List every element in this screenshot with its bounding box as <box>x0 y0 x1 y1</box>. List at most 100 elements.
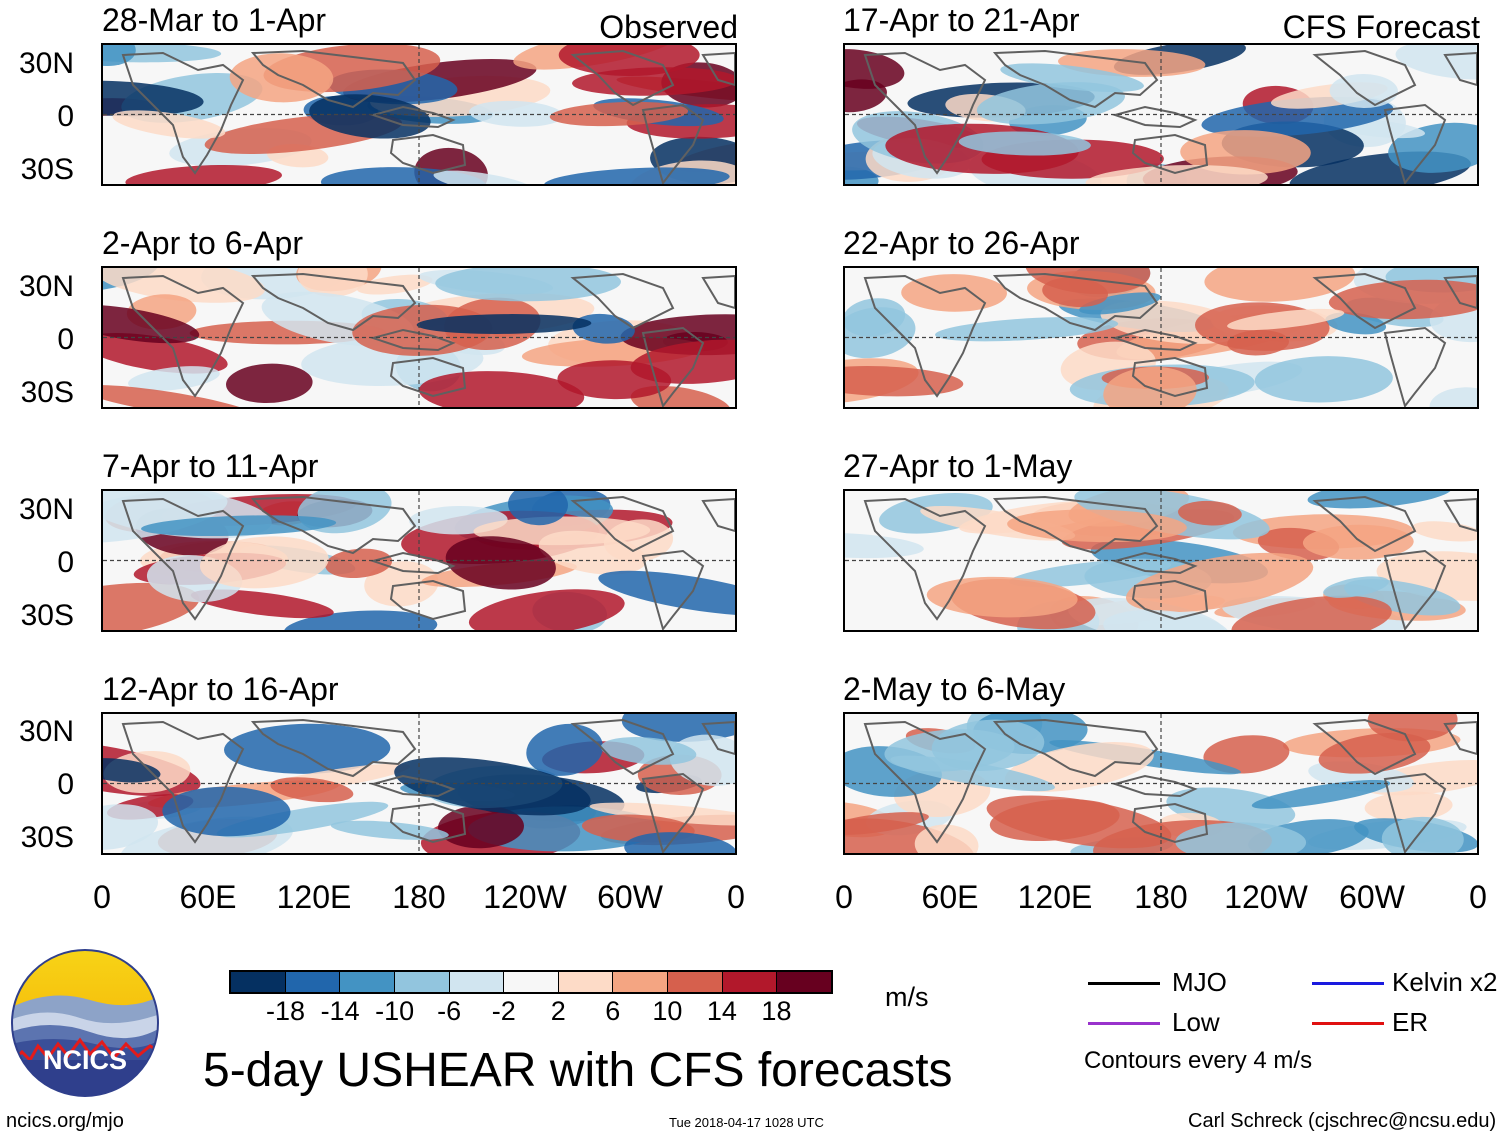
lat-label-30s-row2: 30S <box>20 376 74 409</box>
legend-er-line <box>1312 1022 1384 1025</box>
map-anomaly-field <box>845 714 1477 853</box>
coastline <box>863 49 1477 184</box>
lon-label-60w: 60W <box>597 879 663 915</box>
lat-label-30s-row3: 30S <box>20 599 74 632</box>
coastline <box>121 49 735 184</box>
map-anomaly-field <box>103 714 735 853</box>
panel-title-4: 12-Apr to 16-Apr <box>102 671 339 707</box>
map-anomaly-field <box>845 45 1477 184</box>
lat-label-eq-row4: 0 <box>57 768 74 801</box>
figure-title: 5-day USHEAR with CFS forecasts <box>203 1044 953 1097</box>
colorbar-swatch <box>448 972 504 992</box>
panel-title-3: 7-Apr to 11-Apr <box>102 448 319 484</box>
lon-label-fc-60e: 60E <box>921 879 979 915</box>
colorbar-swatch <box>231 972 285 992</box>
legend-mjo-label: MJO <box>1172 967 1227 997</box>
colorbar-tick-label: 10 <box>652 996 683 1026</box>
colorbar-unit: m/s <box>885 982 929 1012</box>
colorbar <box>229 970 833 994</box>
lat-label-30n-row1: 30N <box>18 47 74 80</box>
map-panel-forecast-2 <box>843 266 1479 409</box>
panel-title-2: 2-Apr to 6-Apr <box>102 225 303 261</box>
map-anomaly-field <box>103 491 735 630</box>
lon-label-120w: 120W <box>483 879 567 915</box>
lat-label-30n-row3: 30N <box>18 493 74 526</box>
lon-label-180: 180 <box>392 879 446 915</box>
colorbar-swatch <box>393 972 449 992</box>
map-panel-observed-3 <box>101 489 737 632</box>
colorbar-swatch <box>284 972 340 992</box>
lon-label-360: 0 <box>727 879 745 915</box>
contour-note: Contours every 4 m/s <box>1084 1047 1313 1074</box>
lat-label-eq-row1: 0 <box>57 100 74 133</box>
lat-label-30n-row2: 30N <box>18 270 74 303</box>
legend-er-label: ER <box>1392 1007 1429 1037</box>
lat-label-eq-row3: 0 <box>57 546 74 579</box>
panel-title-5: 17-Apr to 21-Apr <box>843 2 1080 38</box>
ncics-logo-graphic <box>11 949 159 1097</box>
map-panel-observed-1 <box>101 43 737 186</box>
map-panel-forecast-3 <box>843 489 1479 632</box>
coastline <box>863 272 1477 407</box>
lat-label-eq-row2: 0 <box>57 323 74 356</box>
legend-low-line <box>1088 1022 1160 1025</box>
map-anomaly-field <box>103 268 735 407</box>
map-panel-forecast-1 <box>843 43 1479 186</box>
map-anomaly-field <box>103 45 735 184</box>
map-anomaly-field <box>845 491 1477 630</box>
lon-label-fc-60w: 60W <box>1339 879 1405 915</box>
colorbar-tick-label: -10 <box>375 996 415 1026</box>
lon-label-fc-120e: 120E <box>1017 879 1093 915</box>
legend-kelvin-line <box>1312 982 1384 985</box>
footer-timestamp: Tue 2018-04-17 1028 UTC <box>669 1115 824 1130</box>
lat-label-30s-row1: 30S <box>20 153 74 186</box>
coastline <box>863 718 1477 853</box>
colorbar-tick-label: 14 <box>706 996 737 1026</box>
colorbar-swatch <box>503 972 558 992</box>
panel-title-7: 27-Apr to 1-May <box>843 448 1073 484</box>
coastline <box>121 718 735 853</box>
lon-label-fc-360: 0 <box>1469 879 1487 915</box>
map-panel-observed-4 <box>101 712 737 855</box>
lat-label-30n-row4: 30N <box>18 715 74 748</box>
ncics-logo: NCICS <box>10 948 160 1098</box>
colorbar-swatch <box>612 972 668 992</box>
colorbar-swatch <box>557 972 613 992</box>
lon-label-0: 0 <box>93 879 111 915</box>
colorbar-tick-label: 6 <box>605 996 621 1026</box>
legend-low-label: Low <box>1172 1007 1220 1037</box>
panel-title-1: 28-Mar to 1-Apr <box>102 2 327 38</box>
coastline <box>121 495 735 630</box>
colorbar-tick-label: 18 <box>761 996 792 1026</box>
map-anomaly-field <box>845 268 1477 407</box>
colorbar-swatch <box>776 972 832 992</box>
colorbar-swatch <box>339 972 394 992</box>
colorbar-tick-label: -14 <box>320 996 360 1026</box>
colorbar-tick-labels: -18 -14 -10 -6 -2 2 6 10 14 18 <box>0 997 1510 1027</box>
lon-label-fc-0: 0 <box>835 879 853 915</box>
footer-credit: Carl Schreck (cjschrec@ncsu.edu) <box>1188 1110 1497 1132</box>
legend-kelvin-label: Kelvin x2 <box>1392 967 1498 997</box>
lon-label-60e: 60E <box>179 879 237 915</box>
lat-label-30s-row4: 30S <box>20 821 74 854</box>
colorbar-tick-label: -18 <box>266 996 306 1026</box>
colorbar-swatch <box>667 972 722 992</box>
lon-label-fc-180: 180 <box>1134 879 1188 915</box>
colorbar-tick-label: -2 <box>491 996 516 1026</box>
map-panel-observed-2 <box>101 266 737 409</box>
colorbar-swatch <box>721 972 777 992</box>
colorbar-tick-label: -6 <box>437 996 462 1026</box>
forecast-column-label: CFS Forecast <box>1282 9 1480 45</box>
lon-label-120e: 120E <box>276 879 352 915</box>
panel-title-6: 22-Apr to 26-Apr <box>843 225 1080 261</box>
coastline <box>121 272 735 407</box>
logo-text: NCICS <box>42 1045 127 1075</box>
observed-column-label: Observed <box>599 9 738 45</box>
coastline <box>863 495 1477 630</box>
lon-label-fc-120w: 120W <box>1224 879 1308 915</box>
map-panel-forecast-4 <box>843 712 1479 855</box>
legend-mjo-line <box>1088 982 1160 985</box>
panel-title-8: 2-May to 6-May <box>843 671 1066 707</box>
colorbar-tick-label: 2 <box>550 996 566 1026</box>
footer-url[interactable]: ncics.org/mjo <box>6 1110 124 1132</box>
